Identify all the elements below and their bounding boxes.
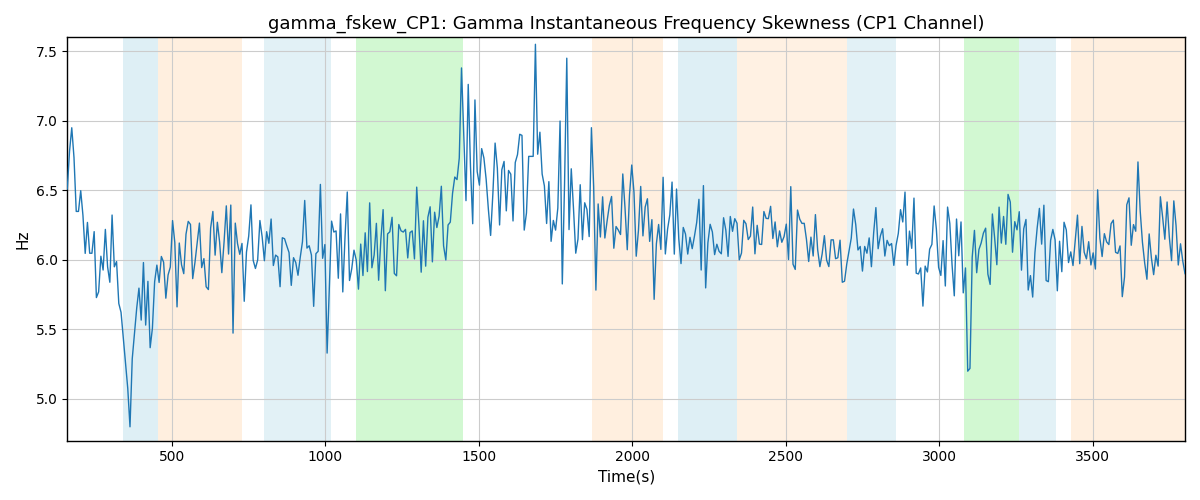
Bar [678, 38, 737, 440]
Bar [847, 38, 896, 440]
X-axis label: Time(s): Time(s) [598, 470, 655, 485]
Bar [356, 38, 463, 440]
Y-axis label: Hz: Hz [16, 230, 30, 249]
Bar [122, 38, 158, 440]
Bar [737, 38, 847, 440]
Bar [1019, 38, 1056, 440]
Bar [593, 38, 662, 440]
Bar [158, 38, 242, 440]
Title: gamma_fskew_CP1: Gamma Instantaneous Frequency Skewness (CP1 Channel): gamma_fskew_CP1: Gamma Instantaneous Fre… [268, 15, 984, 34]
Bar [964, 38, 1019, 440]
Bar [1072, 38, 1184, 440]
Bar [264, 38, 331, 440]
